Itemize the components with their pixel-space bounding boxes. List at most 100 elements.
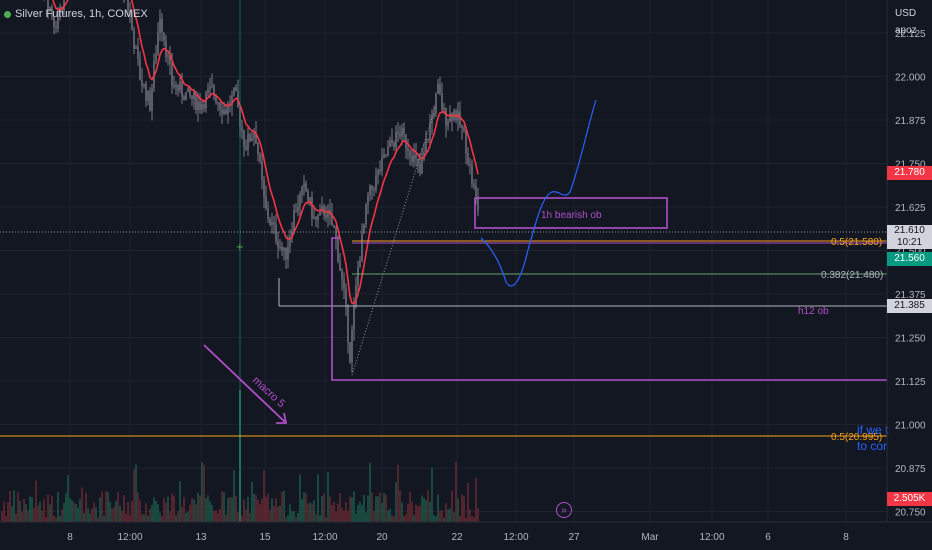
volume-bar	[237, 512, 239, 522]
price-tag-green: 21.560	[887, 252, 932, 266]
candle-body	[367, 195, 369, 205]
volume-bar	[409, 491, 411, 522]
candle-body	[447, 121, 449, 126]
candle-body	[469, 163, 471, 166]
go-to-realtime-button[interactable]: »	[556, 502, 572, 518]
volume-bar	[419, 505, 421, 522]
volume-bars	[1, 390, 479, 522]
range-bracket[interactable]	[331, 237, 887, 381]
candle-body	[435, 93, 437, 114]
candle-body	[49, 7, 51, 9]
volume-bar	[17, 492, 19, 522]
candle-body	[359, 261, 361, 268]
bearish-ob-label: 1h bearish ob	[541, 210, 602, 221]
currency-label[interactable]: USD	[895, 8, 917, 19]
volume-bar	[269, 509, 271, 522]
symbol-header[interactable]: Silver Futures, 1h, COMEX	[4, 8, 148, 20]
candle-body	[379, 169, 381, 172]
candle-body	[319, 209, 321, 216]
volume-bar	[307, 503, 309, 522]
volume-bar	[417, 506, 419, 522]
volume-bar	[373, 510, 375, 522]
candle-body	[235, 87, 237, 91]
candle-body	[263, 179, 265, 197]
script-label: apoz	[895, 25, 917, 36]
bearish-ob-box[interactable]	[474, 197, 668, 229]
volume-bar	[353, 491, 355, 522]
volume-bar	[391, 514, 393, 522]
candle-body	[157, 32, 159, 55]
candle-body	[249, 133, 251, 142]
volume-bar	[127, 502, 129, 522]
candle-body	[471, 165, 473, 185]
volume-bar	[45, 516, 47, 522]
volume-bar	[295, 517, 297, 522]
volume-bar	[273, 506, 275, 522]
volume-bar	[229, 496, 231, 522]
candle-body	[167, 55, 169, 57]
volume-bar	[203, 464, 205, 522]
candle-body	[143, 84, 145, 86]
volume-bar	[3, 501, 5, 522]
volume-bar	[235, 495, 237, 522]
volume-bar	[263, 470, 265, 522]
projection-path[interactable]	[480, 99, 597, 287]
current-price-tag: 21.610 10:21	[887, 225, 932, 249]
time-axis[interactable]: 8 12:00 13 15 12:00 20 22 12:00 27 Mar 12:00 6 8	[67, 532, 849, 543]
volume-bar	[277, 506, 279, 522]
dotted-trendline[interactable]	[351, 104, 437, 376]
candle-body	[465, 130, 467, 154]
price-tag-red: 21.780	[887, 166, 932, 180]
volume-bar	[455, 461, 457, 522]
volume-bar	[221, 491, 223, 522]
candle-body	[255, 132, 257, 143]
volume-bar	[97, 517, 99, 522]
candle-body	[475, 186, 477, 197]
volume-bar	[103, 515, 105, 522]
candle-body	[355, 285, 357, 307]
candle-body	[375, 175, 377, 190]
candle-body	[187, 87, 189, 92]
volume-bar	[287, 515, 289, 522]
candle-body	[171, 63, 173, 86]
volume-bar	[63, 502, 65, 522]
candle-body	[163, 32, 165, 41]
candle-body	[271, 222, 273, 225]
volume-bar	[379, 492, 381, 522]
candle-body	[283, 247, 285, 251]
volume-bar	[159, 512, 161, 522]
volume-bar	[227, 498, 229, 522]
candle-body	[307, 191, 309, 201]
volume-bar	[427, 490, 429, 522]
time-tick-label: 12:00	[117, 532, 142, 543]
time-tick-label: 22	[451, 532, 463, 543]
candle-body	[317, 215, 319, 220]
time-tick-label: Mar	[641, 532, 659, 543]
candle-body	[241, 126, 243, 131]
volume-bar	[33, 507, 35, 522]
volume-bar	[19, 501, 21, 522]
candle-body	[345, 288, 347, 305]
candle-body	[53, 16, 55, 27]
volume-bar	[205, 498, 207, 522]
volume-bar	[255, 494, 257, 522]
volume-bar	[457, 498, 459, 522]
volume-bar	[65, 492, 67, 522]
candle-body	[301, 186, 303, 195]
price-axis[interactable]: 22.12522.00021.87521.75021.62521.50021.3…	[895, 29, 926, 519]
cross-marker-icon: +	[236, 239, 244, 254]
volume-bar	[389, 508, 391, 522]
candle-body	[327, 209, 329, 218]
volume-bar	[195, 503, 197, 522]
macro-arrow[interactable]	[203, 344, 286, 423]
candle-body	[461, 125, 463, 128]
volume-bar	[201, 462, 203, 522]
time-tick-label: 6	[765, 532, 771, 543]
candle-body	[295, 210, 297, 212]
price-tag-h12: 21.385	[887, 299, 932, 313]
candle-body	[201, 104, 203, 111]
candle-body	[389, 140, 391, 148]
candle-body	[221, 109, 223, 114]
